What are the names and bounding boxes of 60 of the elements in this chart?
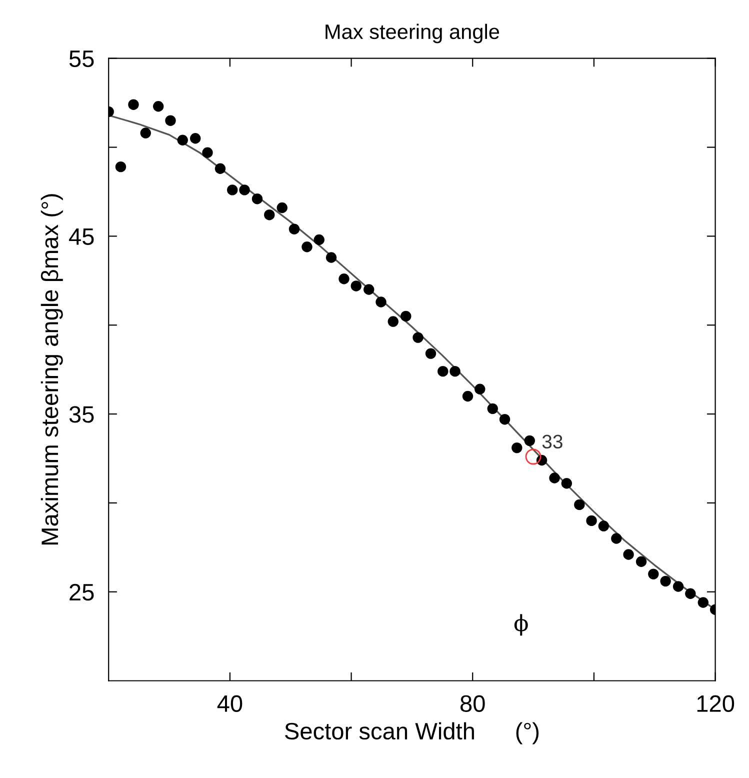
point [350, 280, 362, 292]
point [672, 581, 684, 592]
point [276, 202, 288, 214]
point [561, 478, 572, 489]
point [549, 472, 560, 484]
y-axis-title: Maximum steering angle βmax (°) [40, 194, 63, 544]
point [128, 99, 139, 110]
point [338, 274, 350, 284]
point [400, 310, 412, 322]
point [314, 234, 324, 246]
point [214, 163, 226, 174]
x-tick-label: 120 [697, 695, 734, 712]
annotation: 33 [542, 434, 562, 449]
point [388, 316, 398, 327]
point [376, 296, 386, 308]
y-tick-label: 25 [70, 584, 94, 601]
point [524, 435, 535, 446]
point [412, 332, 424, 343]
y-tick-label: 55 [69, 50, 94, 68]
point [586, 515, 597, 526]
annotation: ϕ [514, 614, 528, 636]
point [115, 161, 126, 172]
point [438, 366, 448, 377]
y-tick-label: 35 [69, 406, 94, 423]
point [165, 115, 176, 126]
point [636, 556, 647, 567]
point [239, 184, 250, 196]
point [364, 284, 374, 295]
point [487, 403, 498, 414]
point [450, 366, 460, 377]
point [153, 101, 164, 112]
point [462, 390, 474, 402]
point [140, 128, 151, 138]
point [190, 133, 201, 144]
x-tick-label: 80 [460, 695, 485, 712]
chart-title: Max steering angle [326, 24, 500, 44]
point [685, 588, 696, 599]
point [512, 442, 522, 454]
point [598, 520, 610, 532]
x-tick-label: 40 [217, 695, 242, 712]
point [227, 184, 238, 196]
point [574, 499, 585, 510]
point [698, 597, 709, 608]
point [264, 209, 275, 220]
point [288, 224, 300, 234]
point [525, 448, 542, 465]
point [425, 348, 436, 359]
x-axis-title: Sector scan Width (°) [284, 722, 539, 744]
point [326, 252, 337, 263]
point [302, 241, 312, 252]
point [474, 384, 486, 394]
point [177, 134, 188, 146]
point [252, 193, 263, 204]
point [611, 533, 622, 544]
point [499, 414, 510, 425]
point [623, 549, 634, 560]
y-tick-label: 45 [69, 228, 94, 245]
point [202, 147, 213, 158]
point [660, 576, 671, 587]
point [648, 568, 659, 580]
